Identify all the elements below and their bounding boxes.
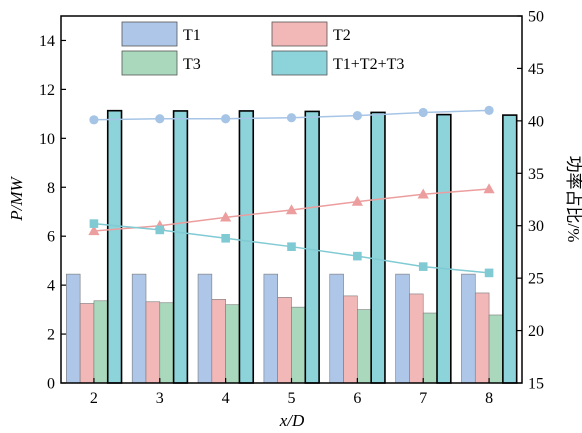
bar-t1-8 [461, 273, 476, 384]
legend-swatch-t1 [121, 21, 178, 47]
point-square-7 [418, 262, 428, 271]
bar-t2-4 [211, 299, 226, 384]
y-right-tick-label-35: 35 [528, 166, 544, 183]
point-circle-2 [89, 115, 99, 125]
bar-t3-4 [225, 304, 240, 384]
bar-t1-t2-t3-7 [436, 113, 452, 384]
bars-layer [66, 109, 518, 384]
y-left-tick-label-10: 10 [39, 131, 55, 148]
bar-t2-8 [474, 292, 490, 384]
point-circle-4 [221, 114, 231, 124]
legend-label-t1-t2-t3: T1+T2+T3 [333, 56, 404, 73]
bar-t2-5 [277, 297, 292, 384]
bar-t3-8 [488, 314, 504, 384]
point-triangle-6 [351, 195, 363, 206]
point-circle-6 [352, 111, 362, 121]
y-right-tick-label-45: 45 [528, 61, 544, 78]
x-tick-label-5: 5 [288, 390, 296, 407]
x-tick-label-3: 3 [156, 390, 164, 407]
y-left-tick-label-4: 4 [47, 278, 55, 295]
point-triangle-5 [285, 204, 298, 215]
y-left-tick-label-8: 8 [47, 180, 55, 197]
bar-t3-7 [422, 312, 438, 384]
point-triangle-8 [483, 183, 495, 194]
bar-t2-3 [145, 301, 161, 384]
x-tick-label-4: 4 [222, 390, 230, 407]
legend: T1 T2 T3 T1+T2+T3 [121, 21, 404, 76]
bar-t1-5 [263, 273, 278, 384]
bar-t1-2 [66, 273, 81, 384]
point-circle-7 [418, 107, 428, 118]
y-left-tick-label-14: 14 [39, 33, 55, 50]
bar-t1-t2-t3-8 [502, 114, 518, 384]
point-square-2 [89, 219, 99, 228]
y-left-tick-label-6: 6 [47, 229, 55, 246]
bar-t1-t2-t3-3 [172, 110, 189, 384]
bar-t1-6 [329, 273, 344, 384]
legend-label-t1: T1 [183, 27, 201, 44]
bar-t1-t2-t3-4 [238, 110, 255, 384]
bar-t1-t2-t3-6 [370, 111, 386, 384]
bar-t1-t2-t3-5 [304, 110, 320, 384]
y-right-tick-label-20: 20 [528, 323, 544, 340]
point-circle-3 [155, 114, 165, 124]
bar-t2-2 [79, 303, 95, 384]
point-square-3 [155, 225, 165, 235]
y-right-tick-label-40: 40 [528, 113, 544, 130]
legend-swatch-t2 [271, 21, 328, 47]
x-tick-label-6: 6 [353, 390, 361, 407]
point-triangle-7 [417, 188, 429, 199]
bar-t1-t2-t3-2 [106, 109, 123, 384]
y-left-tick-label-12: 12 [39, 82, 55, 99]
bar-t3-2 [93, 300, 109, 384]
x-tick-label-2: 2 [90, 390, 98, 407]
point-triangle-4 [220, 211, 232, 222]
y-left-tick-label-2: 2 [47, 327, 55, 344]
bar-t3-5 [291, 306, 306, 384]
y-axis-right-label: 功率占比/% [564, 156, 582, 243]
point-square-8 [484, 268, 494, 278]
point-triangle-2 [88, 225, 100, 236]
legend-label-t2: T2 [333, 27, 351, 44]
y-right-tick-label-50: 50 [528, 9, 544, 26]
y-axis-left-label: P/MW [7, 175, 26, 221]
y-right-tick-label-15: 15 [528, 376, 544, 393]
legend-swatch-t3 [121, 50, 178, 76]
lines-layer [88, 105, 495, 278]
y-left-tick-label-0: 0 [47, 376, 55, 393]
legend-swatch-t1-t2-t3 [271, 50, 328, 76]
x-axis-label: x/D [279, 411, 305, 430]
x-tick-label-7: 7 [419, 390, 427, 407]
bar-t1-7 [395, 273, 410, 384]
x-tick-label-8: 8 [485, 390, 493, 407]
point-square-4 [221, 234, 230, 243]
point-circle-8 [484, 105, 494, 115]
bar-t3-6 [357, 309, 372, 384]
bar-t3-3 [159, 302, 174, 384]
point-square-6 [353, 251, 362, 261]
bar-t2-6 [343, 295, 358, 384]
bar-t1-3 [131, 273, 147, 384]
legend-label-t3: T3 [183, 56, 201, 73]
y-right-tick-label-25: 25 [528, 271, 544, 288]
y-right-tick-label-30: 30 [528, 218, 544, 235]
bar-t2-7 [409, 293, 424, 384]
bar-t1-4 [197, 273, 213, 384]
point-circle-5 [286, 113, 297, 123]
point-square-5 [287, 242, 296, 251]
